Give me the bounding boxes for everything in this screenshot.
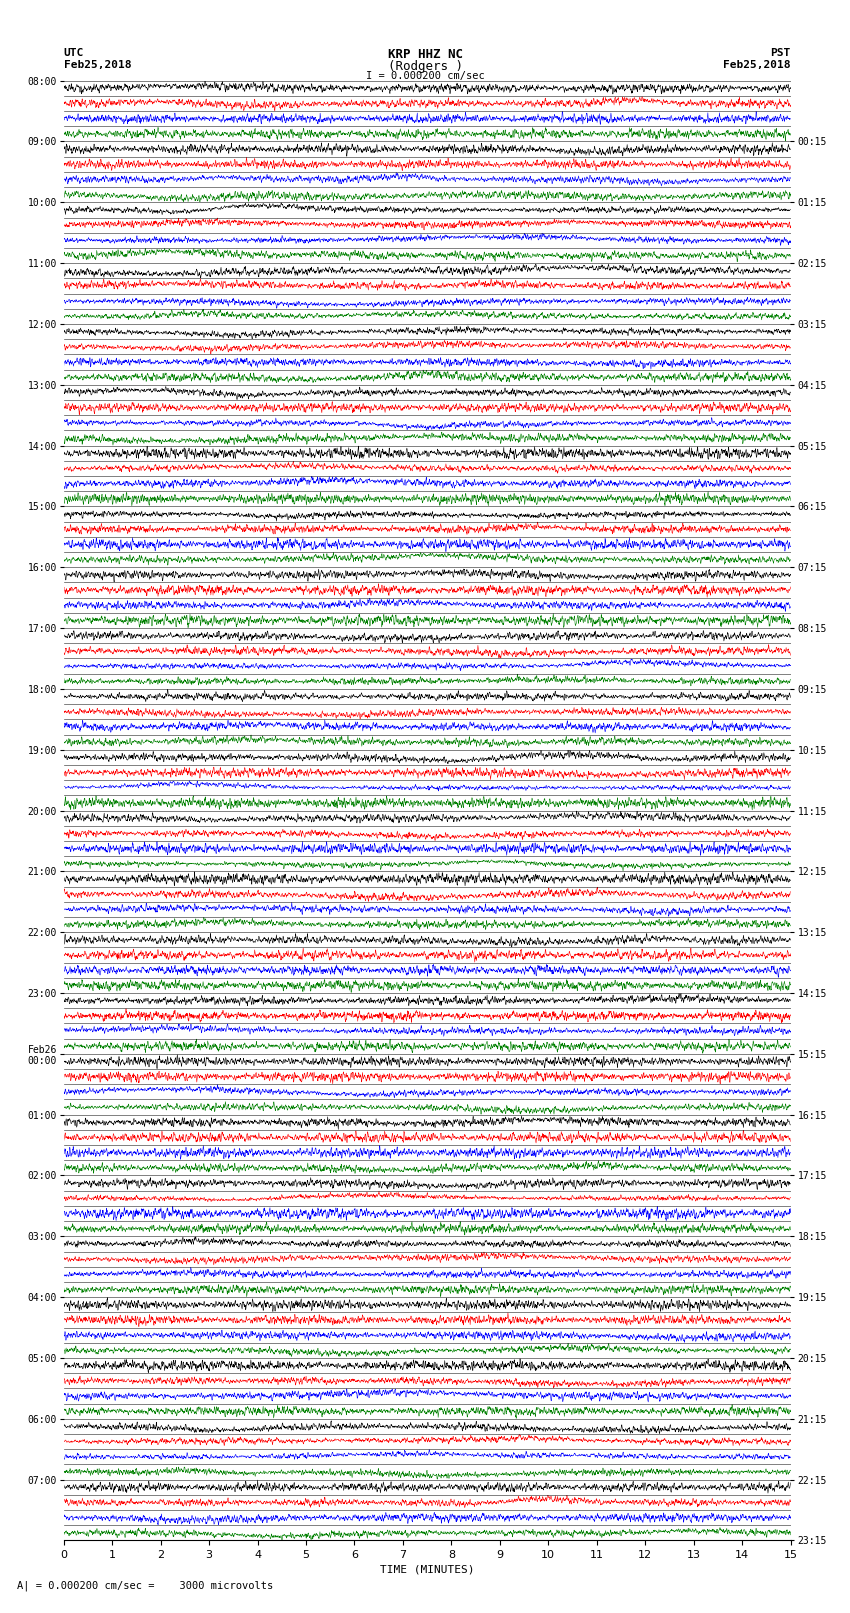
X-axis label: TIME (MINUTES): TIME (MINUTES) (380, 1565, 474, 1574)
Text: A| = 0.000200 cm/sec =    3000 microvolts: A| = 0.000200 cm/sec = 3000 microvolts (17, 1581, 273, 1592)
Text: UTC: UTC (64, 48, 84, 58)
Text: (Rodgers ): (Rodgers ) (388, 60, 462, 73)
Text: Feb25,2018: Feb25,2018 (723, 60, 791, 69)
Text: I = 0.000200 cm/sec: I = 0.000200 cm/sec (366, 71, 484, 81)
Text: PST: PST (770, 48, 790, 58)
Text: Feb25,2018: Feb25,2018 (64, 60, 131, 69)
Text: KRP HHZ NC: KRP HHZ NC (388, 48, 462, 61)
